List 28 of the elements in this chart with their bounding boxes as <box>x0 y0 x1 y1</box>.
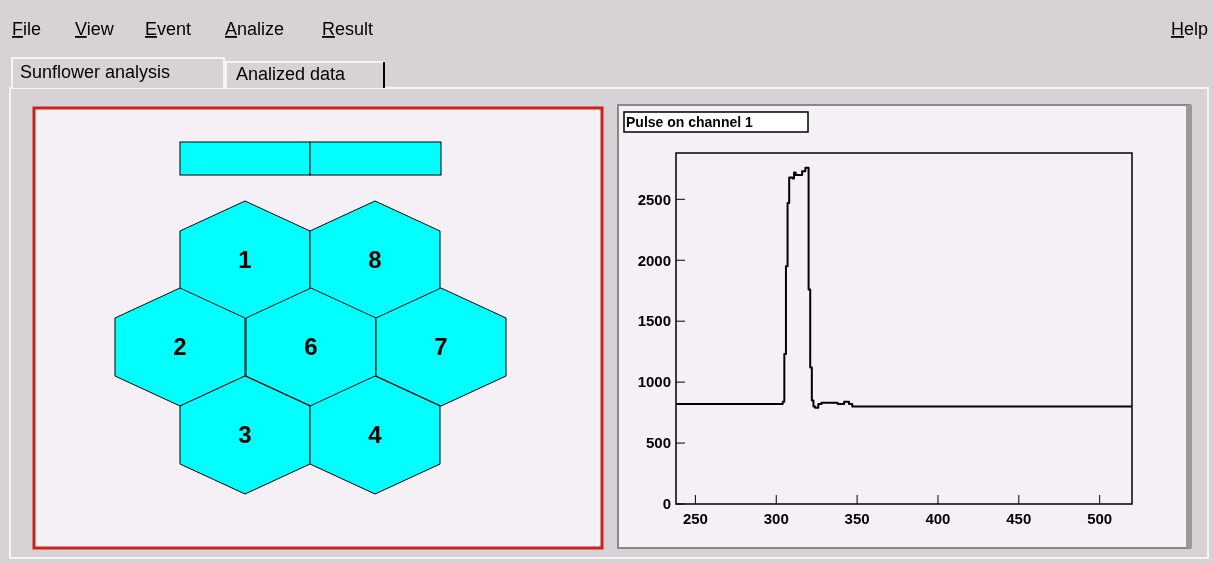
y-tick-label: 1500 <box>637 312 671 330</box>
text: 3 <box>238 421 252 449</box>
x-tick-label: 500 <box>1087 510 1113 527</box>
x-tick-label: 250 <box>682 510 708 527</box>
x-tick-label: 350 <box>844 510 870 527</box>
x-tick-label: 450 <box>1006 510 1032 527</box>
text: 7 <box>434 333 448 361</box>
y-tick-label: 1000 <box>637 373 671 391</box>
text: Event <box>145 19 192 39</box>
text: Analize <box>225 19 285 39</box>
chart-title: Pulse on channel 1 <box>626 114 754 130</box>
x-tick-label: 400 <box>925 510 951 527</box>
text: Help <box>1170 19 1208 39</box>
x-tick-label: 300 <box>763 510 789 527</box>
y-tick-label: 2500 <box>637 190 671 208</box>
text: 2 <box>173 333 187 361</box>
text: File <box>12 19 42 39</box>
text: Result <box>322 19 374 39</box>
text: 4 <box>368 421 383 449</box>
y-tick-label: 500 <box>645 434 671 452</box>
inactive-tab: Analized data <box>225 61 385 89</box>
text: 8 <box>368 246 382 274</box>
y-tick-label: 0 <box>662 495 671 513</box>
active-tab: Sunflower analysis <box>11 57 225 89</box>
y-tick-label: 2000 <box>637 251 671 269</box>
text: 1 <box>238 246 252 274</box>
text: View <box>75 19 115 39</box>
text: 6 <box>304 333 318 361</box>
